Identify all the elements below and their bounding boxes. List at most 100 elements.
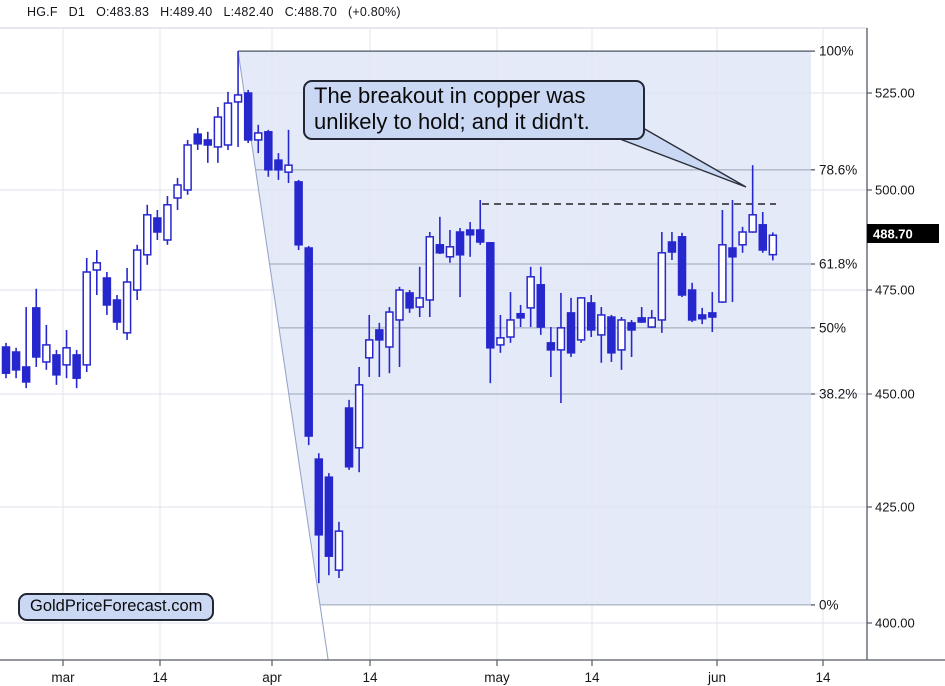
- candle-body: [566, 312, 576, 354]
- candle-body: [1, 346, 11, 374]
- candle-body: [21, 366, 31, 383]
- timeframe-label: D1: [68, 5, 86, 19]
- candle-body: [506, 319, 515, 338]
- candle-body: [143, 214, 152, 256]
- candle-body: [223, 102, 233, 146]
- candle-body: [243, 92, 253, 141]
- close-value: C:488.70: [284, 5, 338, 19]
- candle-body: [173, 184, 182, 199]
- candle-body: [294, 181, 303, 246]
- watermark: GoldPriceForecast.com: [18, 593, 215, 621]
- candle-body: [193, 133, 202, 145]
- y-axis-label: 525.00: [875, 86, 915, 101]
- low-value: L:482.40: [223, 5, 274, 19]
- x-axis-label: may: [484, 670, 510, 685]
- candle-body: [314, 458, 324, 536]
- candle-body: [72, 354, 81, 379]
- fib-label: 100%: [819, 44, 854, 59]
- annotation-line-2: unlikely to hold; and it didn't.: [314, 109, 590, 134]
- x-axis-label: 14: [584, 670, 600, 685]
- candle-body: [375, 329, 384, 341]
- current-price-badge: [867, 224, 939, 243]
- candle-body: [385, 311, 394, 348]
- candle-body: [738, 231, 747, 246]
- candle-body: [354, 384, 364, 449]
- candle-body: [607, 316, 616, 354]
- candle-body: [758, 224, 767, 251]
- candle-body: [334, 530, 344, 571]
- y-axis-label: 475.00: [875, 283, 915, 298]
- candle-body: [697, 314, 707, 320]
- candle-body: [435, 244, 445, 254]
- x-axis-label: 14: [152, 670, 168, 685]
- candle-body: [556, 327, 566, 351]
- candle-body: [274, 159, 283, 171]
- candle-body: [687, 289, 697, 321]
- candle-body: [122, 281, 132, 334]
- x-axis-label: 14: [362, 670, 378, 685]
- candle-body: [768, 234, 778, 256]
- x-axis-label: jun: [707, 670, 726, 685]
- annotation-callout: The breakout in copper was unlikely to h…: [303, 80, 645, 140]
- change-value: (+0.80%): [348, 5, 401, 19]
- candle-body: [163, 204, 172, 241]
- candle-body: [62, 347, 71, 366]
- candle-body: [203, 139, 213, 146]
- candle-body: [395, 289, 404, 321]
- candle-body: [92, 262, 102, 271]
- candle-body: [132, 249, 142, 291]
- candle-body: [708, 312, 717, 318]
- candle-body: [183, 144, 192, 191]
- x-axis-label: apr: [262, 670, 282, 685]
- candle-body: [617, 319, 626, 351]
- y-axis-label: 500.00: [875, 183, 915, 198]
- candle-body: [475, 229, 485, 243]
- chart-header: HG.F D1 O:483.83 H:489.40 L:482.40 C:488.70 (+…: [27, 5, 412, 19]
- candle-body: [546, 342, 556, 351]
- candle-body: [516, 312, 525, 319]
- candle-body: [11, 351, 21, 371]
- candle-body: [445, 246, 455, 258]
- candle-body: [425, 236, 435, 301]
- candle-body: [112, 299, 122, 323]
- y-axis-label: 425.00: [875, 500, 915, 515]
- candle-body: [718, 244, 727, 303]
- candle-body: [486, 242, 495, 349]
- candle-body: [344, 407, 354, 468]
- candle-body: [284, 164, 293, 173]
- annotation-line-1: The breakout in copper was: [314, 83, 586, 108]
- candle-body: [748, 214, 757, 233]
- candle-body: [233, 94, 243, 103]
- candle-body: [627, 322, 636, 331]
- candle-body: [496, 337, 505, 346]
- open-value: O:483.83: [96, 5, 150, 19]
- candle-body: [254, 132, 263, 141]
- high-value: H:489.40: [160, 5, 213, 19]
- candle-body: [597, 314, 606, 336]
- candle-body: [465, 229, 475, 236]
- candle-body: [324, 476, 334, 557]
- fib-diagonal-line: [237, 51, 329, 661]
- candle-body: [405, 292, 414, 309]
- candle-body: [32, 307, 41, 358]
- candle-body: [213, 116, 223, 148]
- candle-body: [455, 231, 465, 256]
- x-axis-label: mar: [51, 670, 75, 685]
- symbol-label: HG.F: [27, 5, 58, 19]
- candle-body: [586, 302, 596, 331]
- candle-body: [82, 271, 91, 366]
- candle-body: [42, 344, 51, 363]
- candle-body: [153, 217, 162, 233]
- candle-body: [536, 284, 546, 328]
- fib-label: 78.6%: [819, 162, 857, 177]
- fib-label: 0%: [819, 597, 839, 612]
- x-axis-label: 14: [815, 670, 831, 685]
- candle-body: [102, 277, 112, 306]
- candle-body: [647, 317, 657, 328]
- candle-body: [576, 297, 586, 341]
- y-axis-label: 400.00: [875, 616, 915, 631]
- fib-label: 38.2%: [819, 387, 857, 402]
- fib-label: 61.8%: [819, 257, 857, 272]
